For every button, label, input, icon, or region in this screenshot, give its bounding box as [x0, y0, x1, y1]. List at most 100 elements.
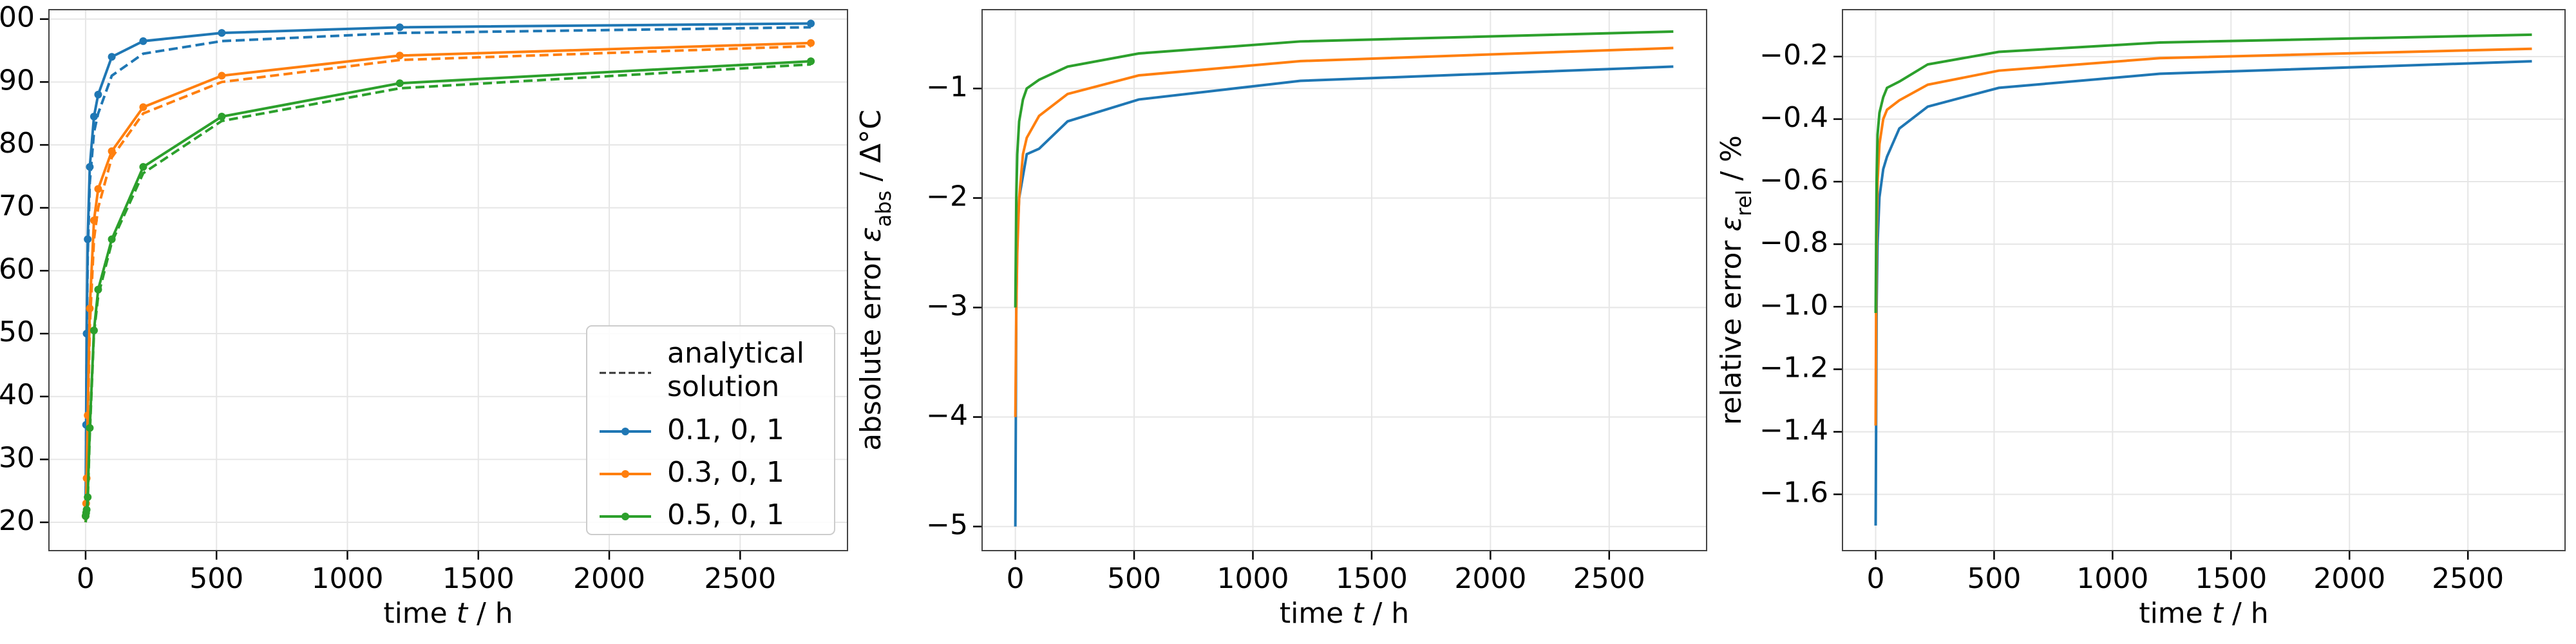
- x-tick-label: 0: [77, 562, 95, 595]
- label-part: relative error: [1715, 231, 1748, 424]
- panel: 0 500 1000 1500 2000 2500 −5 −4 −3 −2 −1 time t / h…: [855, 9, 1707, 630]
- data-point: [108, 147, 116, 155]
- y-tick-label: 40: [0, 379, 35, 412]
- x-tick-label: 2500: [2432, 562, 2504, 595]
- y-tick-label: −0.2: [1759, 39, 1828, 71]
- legend-label: analytical: [667, 337, 804, 370]
- y-tick-label: −0.6: [1759, 164, 1828, 196]
- plot-frame: [48, 9, 848, 551]
- data-point: [90, 327, 98, 335]
- x-tick-label: 1000: [1217, 562, 1289, 595]
- y-axis-label: absolute error εabs / Δ°C: [855, 109, 896, 451]
- label-part: time: [1280, 597, 1352, 630]
- data-point: [86, 163, 94, 171]
- legend-label: 0.1, 0, 1: [667, 413, 784, 446]
- x-tick-label: 500: [1967, 562, 2021, 595]
- x-axis-label: time t / h: [1280, 597, 1409, 630]
- y-tick-label: −4: [926, 399, 968, 432]
- plot-frame: [1842, 9, 2566, 551]
- data-point: [108, 235, 116, 243]
- panel: 0 500 1000 1500 2000 2500 20 30 40 50 60 70 80 90 100 t…: [0, 1, 848, 630]
- y-tick-label: −1.0: [1759, 289, 1828, 321]
- data-point: [218, 29, 226, 37]
- legend-box: [586, 325, 835, 535]
- legend-label: 0.3, 0, 1: [667, 456, 784, 489]
- data-point: [86, 304, 94, 312]
- data-point: [807, 19, 815, 28]
- data-point: [90, 113, 98, 121]
- y-tick-label: 80: [0, 127, 35, 160]
- y-tick-label: −3: [926, 290, 968, 323]
- label-part: / h: [468, 597, 513, 630]
- label-part: time: [2139, 597, 2211, 630]
- y-tick-label: −0.8: [1759, 226, 1828, 259]
- label-part: / %: [1715, 135, 1748, 190]
- x-tick-label: 2500: [1573, 562, 1645, 595]
- y-tick-label: 70: [0, 190, 35, 223]
- label-part: / h: [1363, 597, 1409, 630]
- label-part: rel: [1732, 190, 1756, 216]
- x-tick-label: 2000: [573, 562, 645, 595]
- legend-label: 0.5, 0, 1: [667, 498, 784, 531]
- series-line: [84, 41, 811, 516]
- data-point: [94, 285, 102, 294]
- legend-label: solution: [667, 370, 779, 403]
- legend-marker: [621, 428, 629, 435]
- data-point: [218, 113, 226, 121]
- y-axis-label: relative error εrel / %: [1715, 135, 1756, 425]
- y-tick-label: −1: [926, 70, 968, 103]
- label-part: time: [383, 597, 456, 630]
- x-tick-label: 1500: [2195, 562, 2267, 595]
- x-tick-label: 0: [1867, 562, 1885, 595]
- x-tick-label: 2500: [704, 562, 776, 595]
- y-tick-label: −0.4: [1759, 101, 1828, 134]
- plot-frame: [981, 9, 1707, 551]
- x-tick-label: 0: [1007, 562, 1025, 595]
- data-point: [86, 424, 94, 432]
- data-point: [84, 235, 92, 243]
- series-line: [84, 22, 811, 516]
- data-point: [218, 71, 226, 80]
- x-tick-label: 2000: [2313, 562, 2385, 595]
- data-point: [139, 103, 147, 111]
- series-line: [1874, 33, 2532, 313]
- data-point: [395, 23, 404, 32]
- y-tick-label: −5: [926, 509, 968, 542]
- label-part: absolute error: [855, 242, 887, 451]
- data-point: [84, 493, 92, 501]
- y-tick-label: 90: [0, 64, 35, 97]
- series-line: [1874, 60, 2532, 526]
- x-tick-label: 1500: [442, 562, 515, 595]
- x-tick-label: 2000: [1454, 562, 1526, 595]
- label-part: ε: [1715, 216, 1748, 232]
- y-tick-label: −2: [926, 180, 968, 213]
- label-part: abs: [871, 191, 896, 227]
- label-part: t: [2212, 597, 2224, 630]
- x-tick-label: 500: [1107, 562, 1161, 595]
- y-tick-label: −1.4: [1759, 413, 1828, 446]
- x-tick-label: 1500: [1336, 562, 1408, 595]
- data-point: [94, 90, 102, 99]
- data-point: [807, 39, 815, 47]
- y-tick-label: 50: [0, 316, 35, 348]
- data-point: [807, 57, 815, 66]
- data-point: [82, 506, 91, 514]
- data-point: [94, 185, 102, 193]
- y-tick-label: 100: [0, 1, 35, 34]
- label-part: / Δ°C: [855, 109, 887, 191]
- x-tick-label: 1000: [2076, 562, 2148, 595]
- x-tick-label: 500: [189, 562, 243, 595]
- label-part: ε: [855, 227, 887, 242]
- y-tick-label: 60: [0, 252, 35, 285]
- legend-marker: [621, 513, 629, 520]
- y-tick-label: 30: [0, 441, 35, 474]
- x-axis-label: time t / h: [383, 597, 513, 630]
- y-tick-label: 20: [0, 504, 35, 537]
- panel: 0 500 1000 1500 2000 2500 −1.6 −1.4 −1.2 −1.0 −0.8…: [1715, 9, 2566, 630]
- x-tick-label: 1000: [311, 562, 383, 595]
- data-point: [108, 53, 116, 61]
- label-part: t: [1352, 597, 1365, 630]
- label-part: / h: [2223, 597, 2269, 630]
- label-part: t: [457, 597, 469, 630]
- series-line: [1014, 46, 1674, 417]
